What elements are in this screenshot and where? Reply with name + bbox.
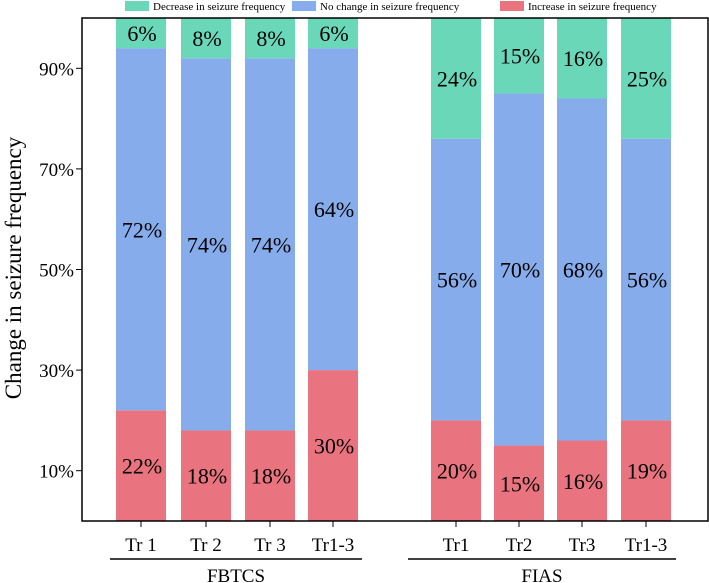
legend-entry: Decrease in seizure frequency bbox=[153, 1, 286, 13]
data-label: 15% bbox=[500, 44, 540, 69]
bar-segment bbox=[557, 18, 607, 99]
bar-segment bbox=[116, 18, 166, 49]
x-tick-label: Tr 1 bbox=[125, 535, 157, 556]
data-label: 18% bbox=[251, 464, 291, 489]
data-label: 64% bbox=[314, 197, 354, 222]
legend: Decrease in seizure frequency No change i… bbox=[125, 1, 657, 13]
data-label: 6% bbox=[127, 21, 156, 46]
x-tick-label: Tr 2 bbox=[190, 535, 222, 556]
y-tick-label: 30% bbox=[39, 361, 74, 382]
bar-segment bbox=[181, 430, 231, 521]
bar-segment bbox=[431, 138, 481, 421]
legend-swatch bbox=[125, 1, 149, 11]
data-labels: 22% 72% 6% 18% 74% 8% 18% 74% 8% 30% 64% 6% 20% 56% 24… bbox=[122, 21, 667, 496]
y-tick-label: 90% bbox=[39, 59, 74, 80]
y-tick-label: 70% bbox=[39, 160, 74, 181]
bar-segment bbox=[494, 18, 544, 94]
data-label: 68% bbox=[563, 258, 603, 283]
data-label: 6% bbox=[319, 21, 348, 46]
y-tick-label: 50% bbox=[39, 261, 74, 282]
bars bbox=[116, 18, 671, 521]
bar-segment bbox=[245, 430, 295, 521]
x-tick-label: Tr1-3 bbox=[625, 535, 668, 556]
x-tick-label: Tr1-3 bbox=[312, 535, 355, 556]
data-label: 74% bbox=[187, 232, 227, 257]
data-label: 25% bbox=[627, 66, 667, 91]
data-label: 56% bbox=[437, 268, 477, 293]
bar-segment bbox=[431, 420, 481, 521]
bar-segment bbox=[621, 138, 671, 421]
bar-segment bbox=[308, 370, 358, 521]
data-label: 15% bbox=[500, 471, 540, 496]
bar-segment bbox=[116, 410, 166, 521]
data-label: 16% bbox=[563, 469, 603, 494]
y-tick-label: 10% bbox=[39, 462, 74, 483]
legend-swatch bbox=[500, 1, 524, 11]
group-label: FIAS bbox=[521, 566, 562, 583]
data-label: 72% bbox=[122, 217, 162, 242]
bar-segment bbox=[245, 18, 295, 59]
x-tick-label: Tr2 bbox=[506, 535, 533, 556]
plot-area: 22% 72% 6% 18% 74% 8% 18% 74% 8% 30% 64% 6% 20% 56% 24… bbox=[81, 17, 709, 522]
bar-segment bbox=[557, 440, 607, 521]
y-axis-label: Change in seizure frequency bbox=[1, 136, 26, 399]
y-axis: 10% 30% 50% 70% 90% bbox=[39, 59, 82, 483]
data-label: 24% bbox=[437, 66, 477, 91]
data-label: 8% bbox=[192, 26, 221, 51]
x-tick-label: Tr3 bbox=[569, 535, 596, 556]
data-label: 19% bbox=[627, 459, 667, 484]
bar-segment bbox=[181, 18, 231, 59]
bar-segment bbox=[245, 58, 295, 431]
legend-entry: No change in seizure frequency bbox=[320, 1, 460, 13]
x-tick-label: Tr 3 bbox=[254, 535, 286, 556]
bar-segment bbox=[308, 18, 358, 49]
data-label: 74% bbox=[251, 232, 291, 257]
bar-segment bbox=[621, 420, 671, 521]
data-label: 22% bbox=[122, 454, 162, 479]
bar-segment bbox=[116, 48, 166, 411]
data-label: 8% bbox=[256, 26, 285, 51]
data-label: 70% bbox=[500, 258, 540, 283]
plot-frame bbox=[81, 17, 709, 522]
data-label: 20% bbox=[437, 459, 477, 484]
bar-segment bbox=[181, 58, 231, 431]
legend-entry: Increase in seizure frequency bbox=[528, 1, 657, 13]
data-label: 56% bbox=[627, 268, 667, 293]
bar-segment bbox=[621, 18, 671, 139]
bar-segment bbox=[431, 18, 481, 139]
data-label: 30% bbox=[314, 434, 354, 459]
x-tick-label: Tr1 bbox=[443, 535, 470, 556]
bar-segment bbox=[494, 445, 544, 521]
legend-swatch bbox=[292, 1, 316, 11]
data-label: 16% bbox=[563, 46, 603, 71]
bar-segment bbox=[308, 48, 358, 371]
group-label: FBTCS bbox=[207, 566, 265, 583]
x-axis: Tr 1 Tr 2 Tr 3 Tr1-3 Tr1 Tr2 Tr3 Tr1-3 FBTCS FIAS bbox=[110, 521, 676, 583]
data-label: 18% bbox=[187, 464, 227, 489]
bar-segment bbox=[494, 93, 544, 446]
bar-segment bbox=[557, 98, 607, 441]
